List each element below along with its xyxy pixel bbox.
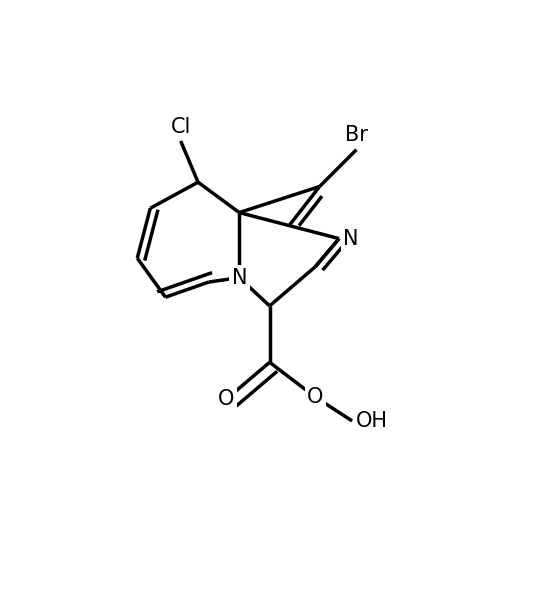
Text: OH: OH xyxy=(356,411,388,431)
Text: Br: Br xyxy=(345,125,368,145)
Text: N: N xyxy=(343,229,359,249)
Text: O: O xyxy=(307,387,323,407)
Text: Cl: Cl xyxy=(170,117,191,137)
Text: N: N xyxy=(231,268,247,288)
Text: O: O xyxy=(218,389,235,409)
